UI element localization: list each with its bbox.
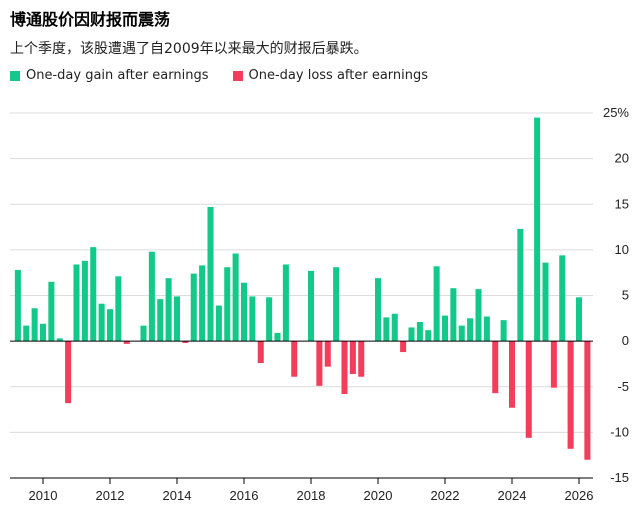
bar [358, 341, 365, 377]
bar [249, 296, 256, 342]
bar [215, 305, 222, 342]
y-tick-label: 25% [603, 105, 629, 120]
bar [575, 297, 583, 342]
bar [383, 317, 390, 342]
bar [81, 260, 88, 342]
bar [416, 321, 423, 342]
bar [65, 341, 72, 404]
bar [467, 318, 474, 342]
bar [307, 270, 315, 342]
bar [224, 267, 231, 342]
bar [517, 228, 524, 342]
bar [266, 297, 273, 342]
bar [31, 308, 38, 342]
bar [282, 264, 289, 342]
x-tick-label: 2016 [230, 488, 259, 503]
bar [115, 276, 122, 342]
x-tick-label: 2022 [431, 488, 460, 503]
bar [90, 247, 97, 342]
bar [559, 255, 566, 342]
y-tick-label: 15 [615, 196, 629, 211]
bar [39, 323, 47, 342]
x-tick-label: 2026 [565, 488, 594, 503]
bar [534, 117, 541, 342]
bar [483, 316, 490, 342]
bar [425, 330, 432, 342]
bar [341, 341, 348, 395]
bar [157, 299, 164, 342]
bar [98, 303, 105, 342]
bar [475, 289, 482, 342]
bar [349, 341, 356, 374]
bar [584, 341, 591, 460]
chart-title: 博通股价因财报而震荡 [10, 10, 171, 29]
y-tick-label: -10 [610, 424, 629, 439]
legend-item-loss: One-day loss after earnings [232, 68, 429, 83]
bar [240, 282, 248, 342]
bar [316, 341, 323, 386]
x-tick-label: 2024 [498, 488, 527, 503]
legend-label-loss: One-day loss after earnings [248, 68, 429, 83]
bar [48, 281, 55, 342]
bar [23, 325, 30, 342]
legend: One-day gain after earnings One-day loss… [10, 68, 428, 83]
bar [199, 265, 206, 342]
bar [492, 341, 499, 394]
bar [508, 341, 516, 408]
bar [542, 262, 549, 342]
bar [550, 341, 557, 388]
bar [106, 309, 114, 342]
y-tick-label: 0 [622, 333, 629, 348]
x-tick-label: 2014 [163, 488, 192, 503]
bar [148, 251, 155, 342]
y-tick-label: 5 [622, 288, 629, 303]
bar [458, 325, 465, 342]
bar [408, 327, 415, 342]
bar [173, 296, 181, 342]
y-tick-label: -5 [617, 379, 629, 394]
x-tick-label: 2012 [96, 488, 125, 503]
bar [450, 288, 457, 342]
bar [274, 332, 281, 342]
bar [374, 278, 382, 342]
bar [525, 341, 532, 438]
legend-swatch-gain [10, 70, 20, 81]
bar [207, 206, 214, 342]
x-tick-label: 2018 [297, 488, 326, 503]
bar [165, 278, 172, 342]
bar [140, 325, 147, 342]
y-tick-label: 10 [615, 242, 629, 257]
chart-subtitle: 上个季度，该股遭遇了自2009年以来最大的财报后暴跌。 [10, 41, 368, 57]
y-tick-label: 20 [615, 151, 629, 166]
x-tick-label: 2020 [364, 488, 393, 503]
bar [14, 269, 21, 342]
bar [56, 338, 63, 342]
y-tick-label: -15 [610, 470, 629, 485]
x-tick-label: 2010 [29, 488, 58, 503]
bar [500, 320, 507, 342]
bar [73, 264, 80, 342]
bar [232, 253, 239, 342]
bar [324, 341, 331, 367]
bar [441, 315, 449, 342]
bar [391, 313, 398, 342]
bar [257, 341, 264, 364]
bar [190, 273, 197, 342]
bar [400, 341, 407, 353]
legend-item-gain: One-day gain after earnings [10, 68, 209, 83]
legend-label-gain: One-day gain after earnings [26, 68, 209, 83]
bar [567, 341, 574, 449]
legend-swatch-loss [232, 70, 243, 81]
bar [433, 266, 440, 342]
bar [123, 341, 130, 344]
bar [182, 341, 189, 343]
bar [291, 341, 298, 377]
bar [333, 267, 340, 342]
